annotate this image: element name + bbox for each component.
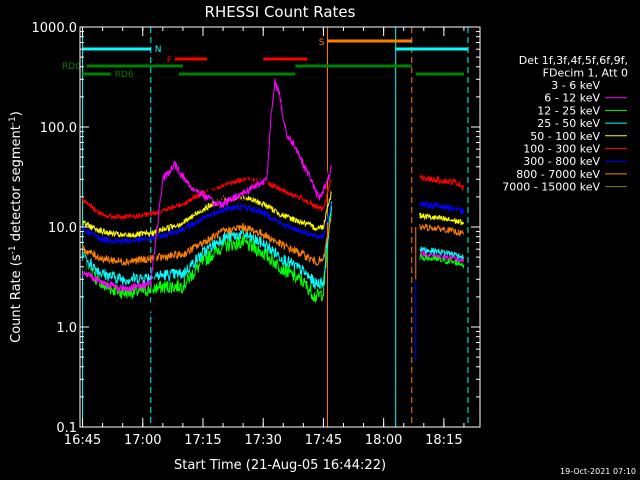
series-line-after-gap-100_300keV (419, 174, 465, 192)
legend: Det 1f,3f,4f,5f,6f,9f,FDecim 1, Att 03 -… (502, 54, 628, 194)
x-tick-label-6: 18:15 (425, 433, 462, 448)
timestamp: 19-Oct-2021 07:10 (560, 467, 636, 476)
legend-label-1: 6 - 12 keV (544, 92, 600, 105)
series-line-after-gap-25_50keV (419, 246, 465, 260)
series-line-300_800keV (82, 203, 332, 246)
legend-label-3: 25 - 50 keV (537, 117, 600, 130)
plot-area: N S F RD0 RD6 (62, 27, 469, 427)
legend-label-7: 800 - 7000 keV (516, 168, 600, 181)
series-line-after-gap-800_7000keV (419, 223, 464, 237)
y-tick-label-1: 1.0 (56, 321, 77, 336)
legend-label-0: 3 - 6 keV (551, 79, 600, 92)
series-line-800_7000keV (82, 217, 332, 267)
series-line-after-gap-12_25keV (419, 253, 465, 269)
x-tick-label-1: 17:00 (124, 433, 161, 448)
flag-label-n: N (155, 45, 162, 55)
series-line-50_100keV (82, 190, 332, 239)
legend-header-0: Det 1f,3f,4f,5f,6f,9f, (519, 54, 628, 67)
flag-label-rd0: RD0 (62, 62, 81, 72)
x-tick-label-0: 16:45 (64, 433, 101, 448)
x-axis-label: Start Time (21-Aug-05 16:44:22) (174, 458, 386, 473)
flag-label-f: F (167, 56, 172, 66)
chart-title: RHESSI Count Rates (205, 3, 356, 21)
flag-label-rd6: RD6 (115, 70, 134, 80)
legend-label-5: 100 - 300 keV (523, 143, 600, 156)
flag-label-s: S (319, 38, 325, 48)
y-tick-label-4: 1000.0 (32, 21, 78, 36)
x-tick-label-2: 17:15 (184, 433, 221, 448)
y-axis-label: Count Rate (s-1 detector segment-1) (8, 111, 24, 343)
x-tick-label-5: 18:00 (365, 433, 402, 448)
y-tick-label-3: 100.0 (40, 121, 77, 136)
legend-label-6: 300 - 800 keV (523, 155, 600, 168)
series-line-25_50keV (82, 201, 332, 289)
series-line-after-gap-300_800keV (419, 200, 465, 216)
legend-label-4: 50 - 100 keV (530, 130, 600, 143)
legend-header-1: FDecim 1, Att 0 (543, 67, 628, 80)
series-line-after-gap-50_100keV (419, 212, 465, 226)
y-tick-label-2: 10.0 (48, 221, 77, 236)
legend-label-2: 12 - 25 keV (537, 104, 600, 117)
x-tick-label-4: 17:45 (305, 433, 342, 448)
y-tick-label-0: 0.1 (56, 421, 77, 436)
x-tick-label-3: 17:30 (244, 433, 281, 448)
series-line-6_12keV (82, 78, 332, 293)
legend-label-8: 7000 - 15000 keV (502, 181, 600, 194)
series-line-after-gap-3_6keV (419, 233, 465, 252)
axes: 0.1 1.0 10.0 100.0 1000.0 16:45 17:00 17:15 17:3… (32, 21, 480, 448)
